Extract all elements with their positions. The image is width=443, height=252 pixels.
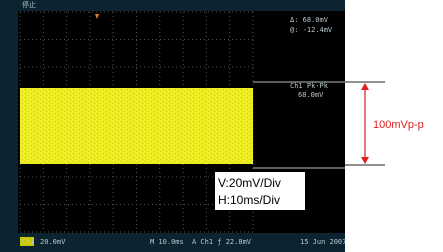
page: 停止 Δ: 68.0mV @: -12.4mV Ch1 Pk-Pk 68.0mV… [0, 0, 443, 252]
measure-label: Ch1 Pk-Pk [290, 82, 329, 90]
trigger: A Ch1 ƒ 22.8mV [192, 238, 252, 246]
horizontal-setting: H:10ms/Div [218, 193, 280, 207]
timebase: M 10.0ms [150, 238, 184, 246]
run-status: 停止 [22, 0, 36, 9]
cursor-at: @: -12.4mV [290, 26, 333, 34]
left-bar [0, 11, 18, 233]
screenshot: 停止 Δ: 68.0mV @: -12.4mV Ch1 Pk-Pk 68.0mV… [0, 0, 443, 252]
date: 15 Jun 2007 [300, 238, 346, 246]
signal-trace-glow [20, 88, 253, 164]
measure-value: 68.0mV [298, 91, 324, 99]
volts-div: 20.0mV [40, 238, 66, 246]
top-bar [0, 0, 345, 11]
cursor-delta: Δ: 68.0mV [290, 16, 329, 24]
amplitude-label: 100mVp-p [373, 119, 424, 131]
channel: Ch1 [22, 238, 35, 246]
vertical-setting: V:20mV/Div [218, 176, 281, 190]
